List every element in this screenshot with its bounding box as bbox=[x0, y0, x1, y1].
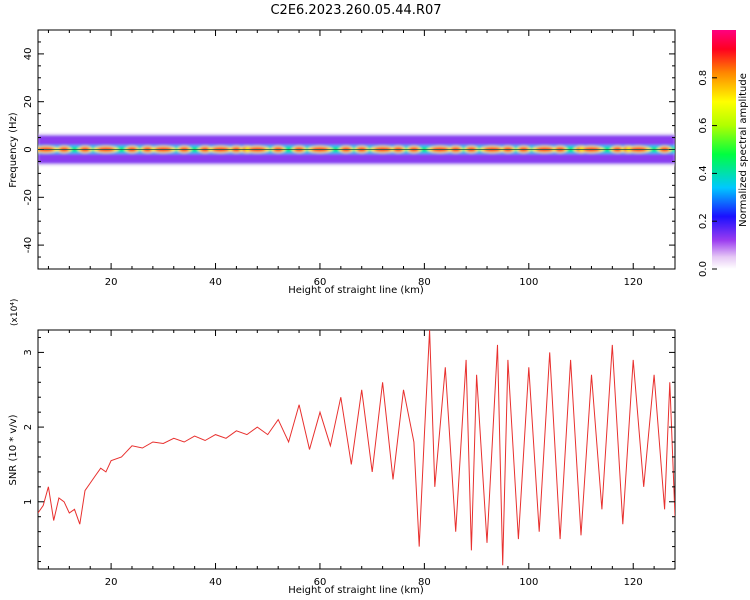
snr-y-multiplier: (x10⁴) bbox=[10, 299, 20, 326]
snr-axis-ticks: 20 40 60 80 100 120 1 2 3 bbox=[23, 330, 676, 588]
spectrogram-panel: 20 40 60 80 100 120 40 20 0 -20 -40 Height of stra… bbox=[8, 29, 676, 296]
x-tick-label: 20 bbox=[105, 277, 118, 288]
x-tick-label: 80 bbox=[418, 277, 431, 288]
snr-ylabel: SNR (10 * v/v) bbox=[8, 414, 19, 485]
colorbar-tick-label: 0.8 bbox=[698, 70, 709, 86]
y-tick-label: 3 bbox=[23, 349, 34, 355]
y-tick-label: -40 bbox=[23, 237, 34, 253]
x-tick-label: 120 bbox=[624, 577, 643, 588]
y-tick-label: 20 bbox=[23, 95, 34, 108]
y-tick-label: 40 bbox=[23, 48, 34, 61]
snr-line-layer bbox=[38, 330, 675, 566]
x-tick-label: 60 bbox=[314, 277, 327, 288]
snr-frame bbox=[37, 329, 676, 570]
snr-series-line bbox=[38, 330, 675, 566]
y-tick-label: 1 bbox=[23, 499, 34, 505]
x-tick-label: 100 bbox=[519, 277, 538, 288]
colorbar-tick-label: 0.0 bbox=[698, 261, 709, 277]
snr-panel: 20 40 60 80 100 120 1 2 3 Height of straight lin… bbox=[8, 299, 676, 596]
x-tick-label: 100 bbox=[519, 577, 538, 588]
y-tick-label: 2 bbox=[23, 424, 34, 430]
colorbar: 0.0 0.2 0.4 0.6 0.8 Normalized spectral ampl… bbox=[698, 30, 749, 277]
spectrogram-ylabel: Frequency (Hz) bbox=[8, 112, 19, 188]
x-tick-label: 60 bbox=[314, 577, 327, 588]
colorbar-ticks: 0.0 0.2 0.4 0.6 0.8 bbox=[698, 70, 717, 277]
colorbar-tick-label: 0.4 bbox=[698, 165, 709, 181]
y-tick-label: 0 bbox=[23, 146, 34, 152]
spectrogram-xlabel: Height of straight line (km) bbox=[288, 285, 424, 296]
chart-title: C2E6.2023.260.05.44.R07 bbox=[270, 3, 441, 18]
snr-xlabel: Height of straight line (km) bbox=[288, 585, 424, 596]
colorbar-tick-label: 0.6 bbox=[698, 118, 709, 134]
colorbar-tick-label: 0.2 bbox=[698, 213, 709, 229]
y-tick-label: -20 bbox=[23, 189, 34, 205]
x-tick-label: 120 bbox=[624, 277, 643, 288]
x-tick-label: 80 bbox=[418, 577, 431, 588]
colorbar-gradient bbox=[712, 30, 736, 269]
x-tick-label: 40 bbox=[209, 577, 222, 588]
x-tick-label: 20 bbox=[105, 577, 118, 588]
colorbar-label: Normalized spectral amplitude bbox=[738, 73, 749, 227]
x-tick-label: 40 bbox=[209, 277, 222, 288]
